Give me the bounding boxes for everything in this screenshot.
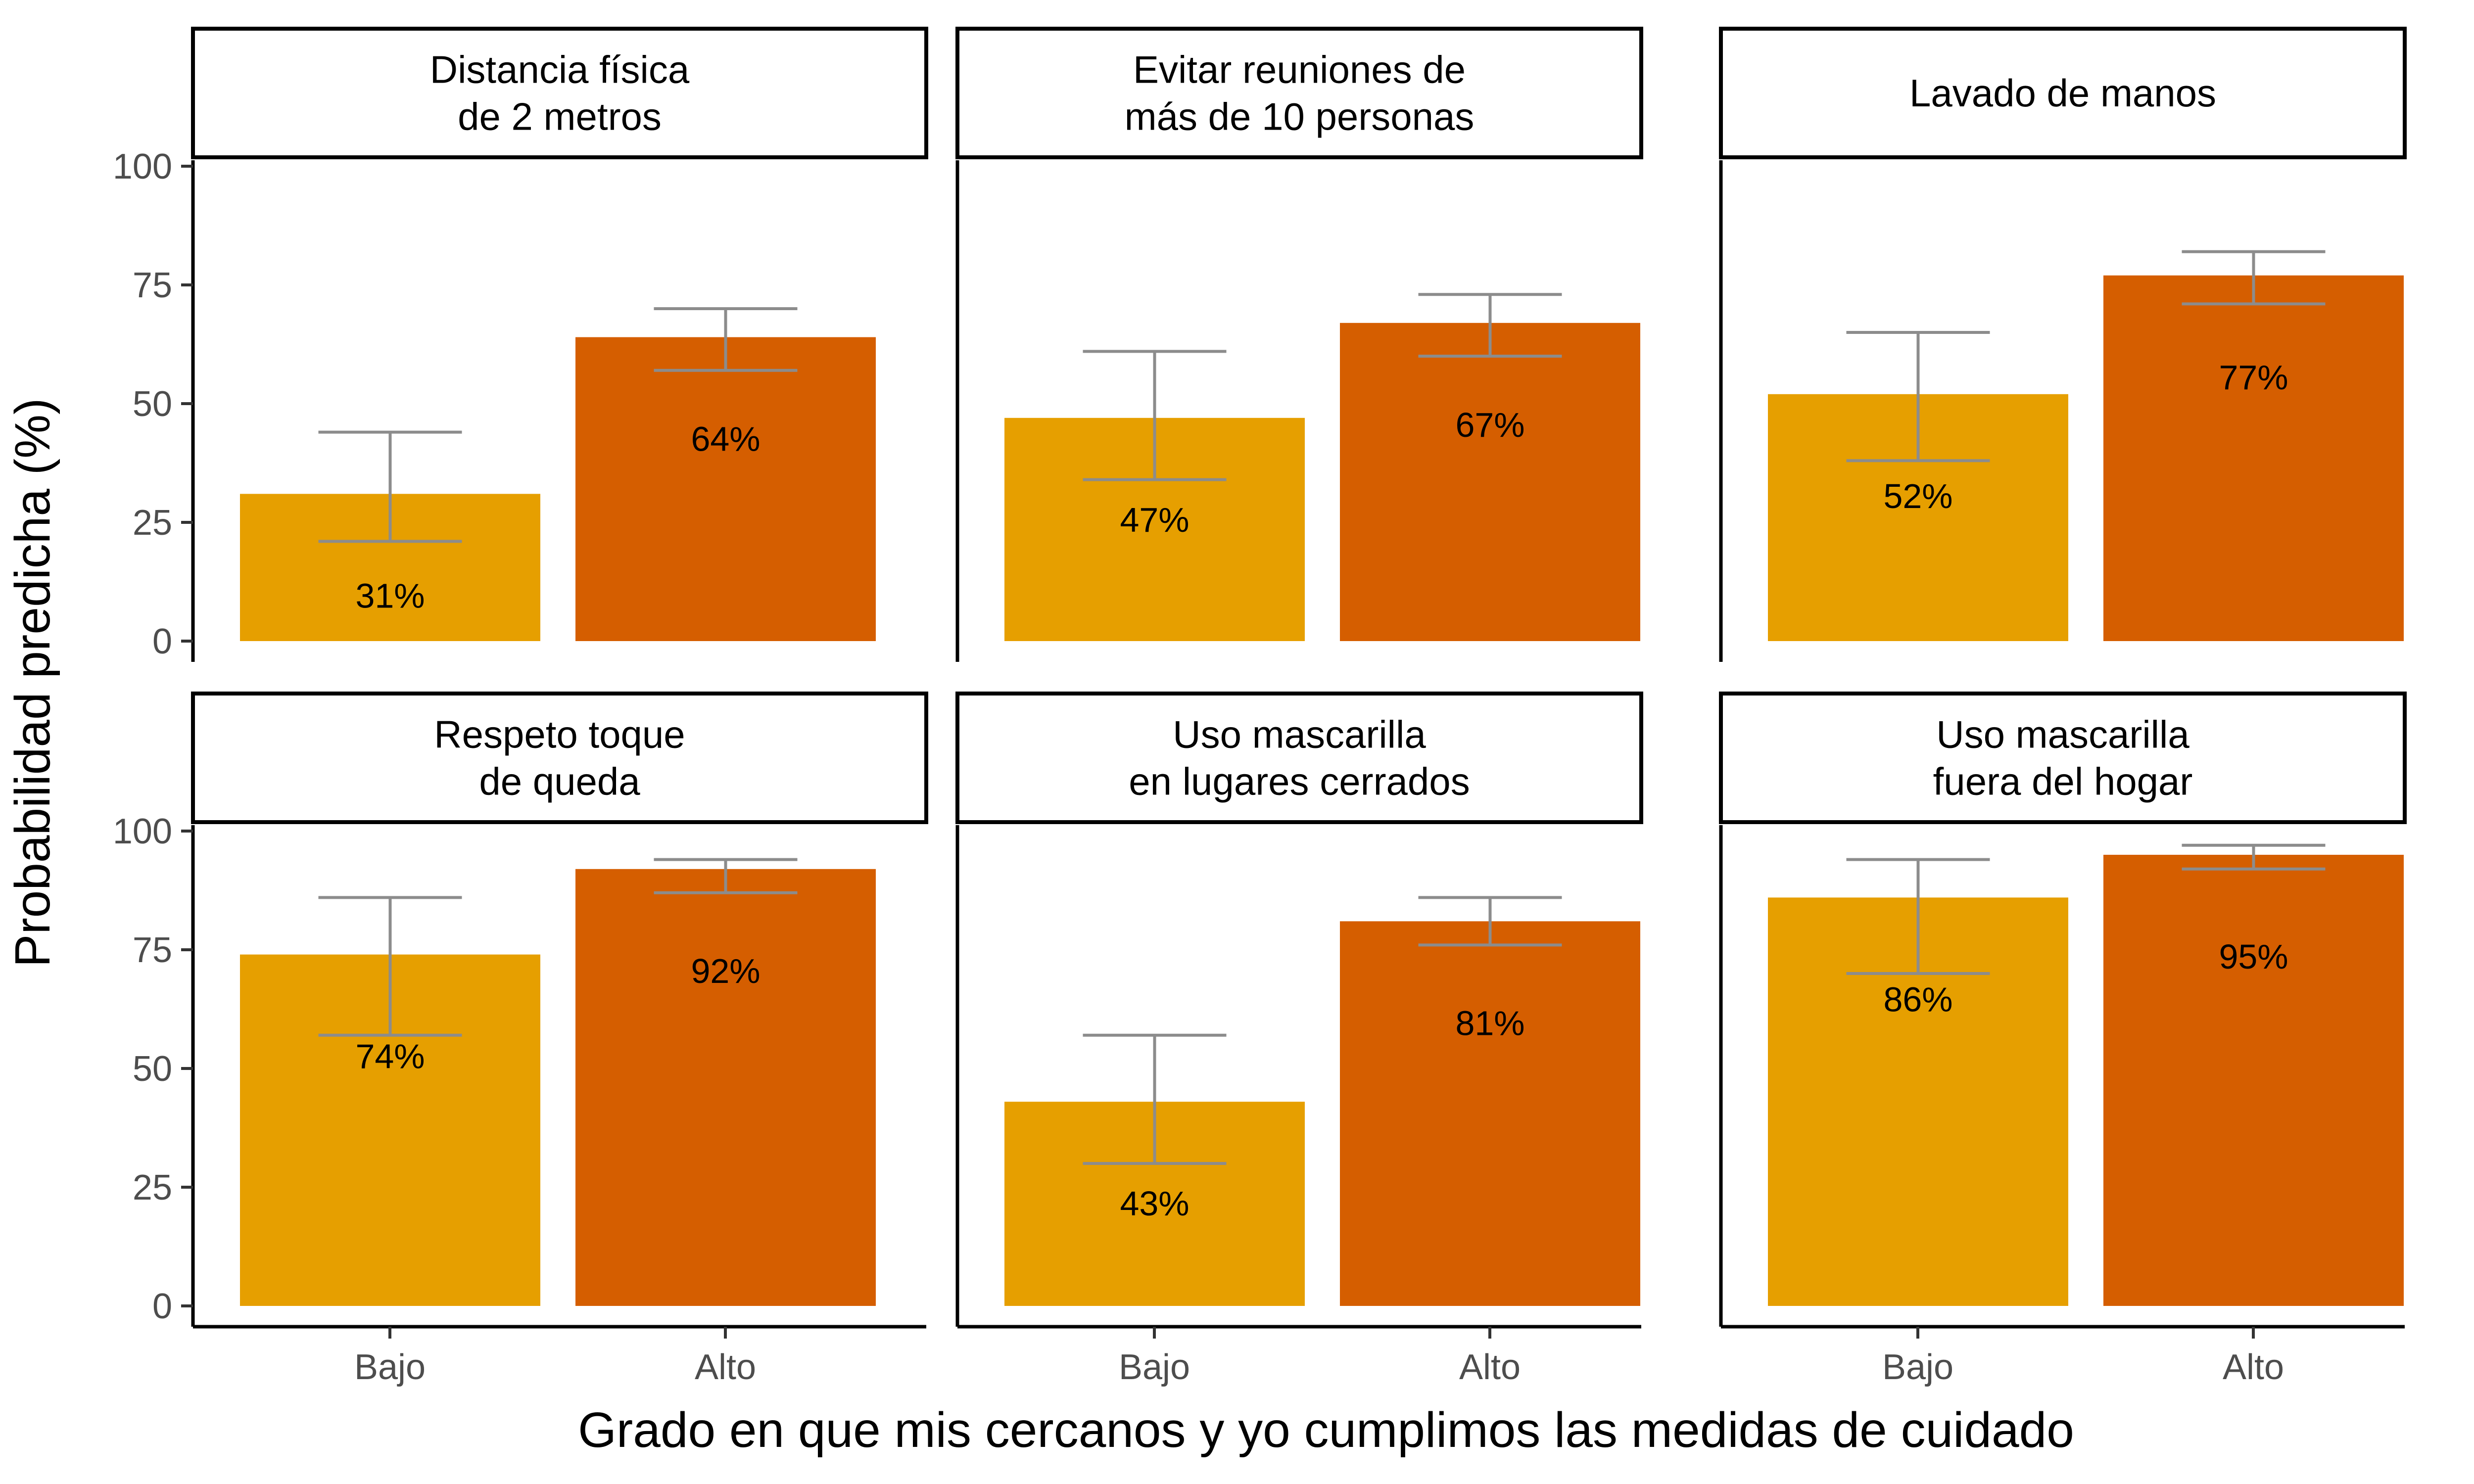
panel-title-box [191,27,928,159]
y-tick-label: 100 [113,147,172,186]
panel-title: Distancia física [430,48,690,92]
x-tick-label: Alto [695,1347,756,1387]
data-label: 64% [691,420,760,459]
data-label: 92% [691,952,760,990]
panel-title-box [1719,27,2407,159]
panel-title: Uso mascarilla [1173,713,1426,756]
panel-title: de 2 metros [458,95,662,139]
x-tick-label: Bajo [1119,1347,1190,1387]
panel: Lavado de manos 52% 77% [1719,27,2407,662]
panel-title: fuera del hogar [1933,760,2193,803]
y-tick-label: 100 [113,812,172,851]
panel-title-box [955,27,1643,159]
bar-alto [575,869,876,1306]
bar-alto [1340,323,1640,641]
panel-title: Respeto toque [434,713,685,756]
panel-title: Lavado de manos [1909,71,2216,115]
data-label: 52% [1883,477,1952,515]
x-tick-label: Alto [1459,1347,1521,1387]
x-tick-label: Bajo [1882,1347,1953,1387]
y-tick-label: 50 [133,384,172,424]
data-label: 95% [2219,937,2288,976]
data-label: 47% [1120,501,1189,539]
y-tick-label: 75 [133,266,172,305]
x-tick-label: Bajo [354,1347,426,1387]
panel-title: de queda [479,760,640,803]
panel-title-box [955,692,1643,824]
bar-alto [1340,921,1640,1306]
data-label: 77% [2219,358,2288,397]
bar-alto [2103,855,2404,1306]
y-tick-label: 25 [133,1168,172,1207]
panel-title-box [1719,692,2407,824]
y-tick-label: 50 [133,1049,172,1089]
y-tick-label: 0 [152,622,172,661]
data-label: 43% [1120,1184,1189,1223]
panel-title: Evitar reuniones de [1133,48,1466,92]
x-tick-label: Alto [2223,1347,2284,1387]
panel-title: Uso mascarilla [1936,713,2189,756]
data-label: 81% [1455,1004,1524,1042]
y-axis-title: Probabilidad predicha (%) [5,398,60,968]
panel-title: más de 10 personas [1125,95,1475,139]
data-label: 31% [355,576,425,615]
panel-title: en lugares cerrados [1129,760,1470,803]
y-tick-label: 25 [133,503,172,543]
y-tick-label: 0 [152,1287,172,1326]
x-axis-title: Grado en que mis cercanos y yo cumplimos… [578,1402,2074,1458]
bar-alto [575,337,876,641]
bar-alto [2103,275,2404,641]
panel-title-box [191,692,928,824]
data-label: 86% [1883,980,1952,1019]
y-tick-label: 75 [133,930,172,970]
data-label: 74% [355,1037,425,1076]
data-label: 67% [1455,406,1524,444]
